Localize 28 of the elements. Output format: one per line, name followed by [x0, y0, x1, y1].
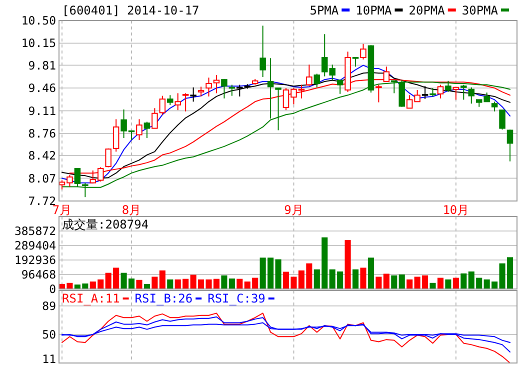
y-tick-label: 8.76 [28, 126, 56, 140]
legend-label: 10PMA [356, 4, 393, 18]
x-tick-label: 8月 [122, 203, 142, 217]
y-tick-label: 9.11 [28, 104, 56, 118]
legend-label: 5PMA [310, 4, 340, 18]
legend-label: 20PMA [408, 4, 446, 18]
y-tick-label: 385872 [14, 224, 56, 238]
legend-label: RSI_B:26 [134, 292, 193, 306]
y-tick-label: 96468 [21, 268, 56, 282]
y-tick-label: 10.15 [21, 36, 56, 50]
x-tick-label: 10月 [442, 203, 470, 217]
y-tick-label: 8.42 [28, 148, 56, 163]
y-tick-label: 50 [42, 327, 56, 342]
chart-title: [600401] 2014-10-17 [62, 4, 200, 18]
y-tick-label: 9.46 [28, 81, 56, 96]
x-tick-label: 9月 [284, 203, 304, 217]
y-tick-label: 192936 [14, 253, 56, 267]
y-tick-label: 0 [49, 282, 56, 296]
legend-label: 30PMA [462, 4, 499, 18]
chart-title: 成交量:208794 [62, 218, 149, 232]
legend-label: RSI_C:39 [208, 292, 266, 306]
y-tick-label: 10.50 [21, 14, 56, 28]
y-tick-label: 289404 [14, 238, 56, 252]
y-tick-label: 11 [42, 352, 56, 365]
y-tick-label: 8.07 [28, 171, 56, 186]
y-tick-label: 9.81 [28, 58, 56, 72]
legend-label: RSI_A:11 [62, 292, 120, 306]
y-tick-label: 89 [42, 298, 56, 313]
